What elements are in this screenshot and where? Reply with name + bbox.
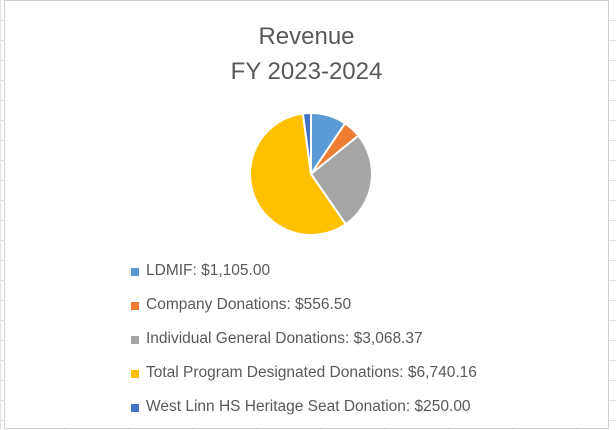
pie-slice-individual-general-donations[interactable] bbox=[310, 134, 373, 226]
pie-slice-west-linn-hs-heritage-seat-donation[interactable] bbox=[301, 112, 312, 175]
legend-label: Total Program Designated Donations: $6,7… bbox=[146, 364, 477, 381]
chart-area[interactable]: Revenue FY 2023-2024 LDMIF: $1,105.00 Com… bbox=[4, 0, 609, 429]
legend-swatch bbox=[131, 370, 139, 378]
legend-swatch bbox=[131, 336, 139, 344]
legend-label: Individual General Donations: $3,068.37 bbox=[146, 330, 423, 347]
legend-label: Company Donations: $556.50 bbox=[146, 296, 352, 313]
legend-label: West Linn HS Heritage Seat Donation: $25… bbox=[146, 398, 471, 415]
legend-swatch bbox=[131, 404, 139, 412]
chart-subtitle: FY 2023-2024 bbox=[230, 58, 383, 85]
legend-swatch bbox=[131, 268, 139, 276]
pie-chart bbox=[249, 112, 373, 236]
legend-swatch bbox=[131, 302, 139, 310]
legend-label: LDMIF: $1,105.00 bbox=[146, 262, 271, 279]
chart-title: Revenue bbox=[258, 23, 355, 50]
pie-slice-total-program-designated-donations[interactable] bbox=[249, 112, 347, 236]
grid-line bbox=[0, 0, 1, 430]
